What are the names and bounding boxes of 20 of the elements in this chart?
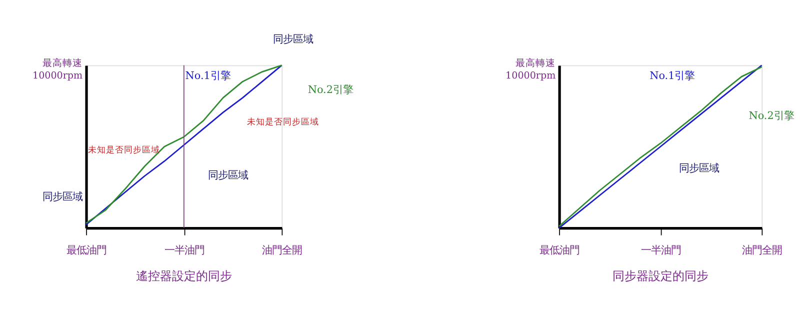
annotation: 未知是否同步區域 bbox=[246, 116, 319, 128]
y-axis-title: 最高轉速 10000rpm bbox=[32, 57, 83, 82]
text: 同步區域 bbox=[273, 34, 314, 46]
text: 遙控器設定的同步 bbox=[136, 269, 232, 284]
x-tick-label: 最低油門 bbox=[540, 244, 580, 257]
x-tick-label: 最低油門 bbox=[66, 244, 107, 257]
x-tick-label: 一半油門 bbox=[640, 244, 681, 257]
y-axis-title: 最高轉速 10000rpm bbox=[506, 57, 556, 82]
text: 同步器設定的同步 bbox=[612, 269, 708, 284]
text: No.2引擎 bbox=[748, 110, 794, 122]
annotation: 未知是否同步區域 bbox=[88, 144, 160, 156]
x-tick-label: 油門全開 bbox=[262, 244, 302, 257]
x-tick-label: 油門全開 bbox=[742, 244, 782, 257]
series-label: No.1引擎 bbox=[185, 70, 230, 82]
text: No.1引擎 bbox=[650, 70, 695, 82]
annotation: 同步區域 bbox=[679, 162, 720, 174]
x-tick-label: 一半油門 bbox=[164, 244, 204, 257]
text: No.2引擎 bbox=[308, 84, 353, 96]
annotation: 同步區域 bbox=[208, 169, 248, 182]
text: 同步區域 bbox=[42, 191, 83, 204]
